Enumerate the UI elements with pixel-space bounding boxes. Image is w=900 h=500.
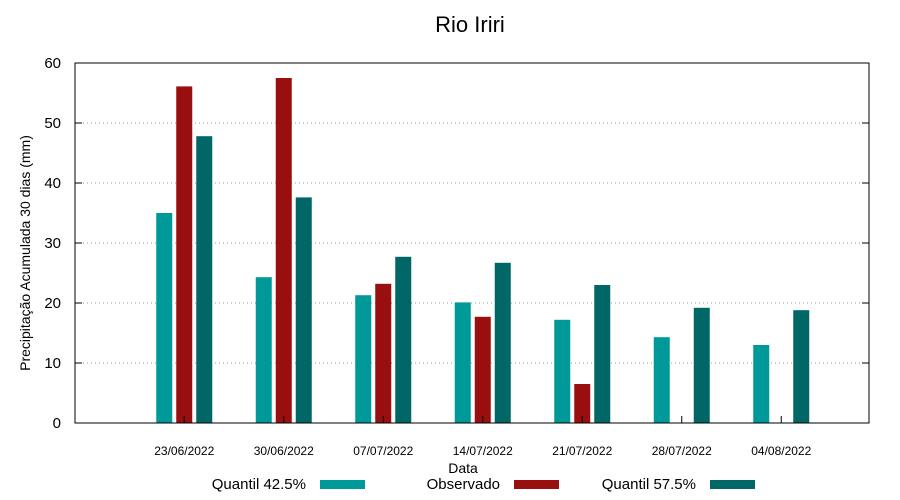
bar-quantil-57-5--3 (494, 262, 511, 423)
x-tick-label: 28/07/2022 (652, 444, 712, 458)
bar-quantil-42-5--5 (653, 337, 670, 423)
bar-quantil-57-5--1 (295, 197, 312, 423)
y-axis-label: Precipitação Acumulada 30 dias (mm) (17, 135, 33, 371)
bar-quantil-57-5--2 (395, 256, 412, 423)
x-axis-label: Data (448, 460, 478, 476)
y-tick-label: 10 (44, 355, 61, 372)
x-tick-label: 21/07/2022 (552, 444, 612, 458)
y-tick-label: 0 (53, 415, 61, 432)
legend-swatch (710, 480, 755, 489)
x-tick-label: 14/07/2022 (453, 444, 513, 458)
bar-quantil-42-5--2 (355, 295, 372, 423)
y-tick-label: 30 (44, 235, 61, 252)
bar-observado-0 (176, 86, 193, 424)
x-tick-label: 07/07/2022 (353, 444, 413, 458)
bar-quantil-42-5--4 (554, 319, 571, 423)
y-axis: 0 10 20 30 40 50 60 (44, 55, 869, 432)
x-tick-label: 30/06/2022 (254, 444, 314, 458)
legend-label: Quantil 57.5% (602, 476, 696, 493)
bar-observado-3 (474, 316, 491, 423)
bar-quantil-57-5--4 (594, 285, 611, 423)
bar-quantil-42-5--3 (454, 302, 471, 423)
bar-quantil-42-5--1 (255, 277, 272, 423)
grid-lines (75, 122, 869, 364)
y-tick-label: 40 (44, 175, 61, 192)
bar-quantil-57-5--0 (196, 136, 213, 423)
legend: Quantil 42.5% Observado Quantil 57.5% (212, 476, 755, 493)
legend-swatch (514, 480, 559, 489)
bar-observado-1 (275, 78, 292, 423)
chart-title: Rio Iriri (435, 12, 505, 37)
bar-quantil-57-5--6 (793, 310, 810, 423)
bar-observado-4 (574, 384, 591, 423)
y-tick-label: 50 (44, 115, 61, 132)
y-tick-label: 60 (44, 55, 61, 72)
legend-swatch (320, 480, 365, 489)
bar-quantil-42-5--0 (156, 213, 173, 423)
legend-label: Quantil 42.5% (212, 476, 306, 493)
x-axis: 23/06/2022 30/06/2022 07/07/2022 14/07/2022… (154, 416, 812, 458)
bar-quantil-42-5--6 (753, 345, 770, 423)
legend-label: Observado (427, 476, 500, 493)
plot-frame (74, 62, 870, 424)
x-tick-label: 04/08/2022 (751, 444, 811, 458)
bar-observado-2 (375, 283, 392, 423)
x-tick-label: 23/06/2022 (154, 444, 214, 458)
bar-quantil-57-5--5 (693, 307, 710, 423)
bars (156, 78, 810, 424)
y-tick-label: 20 (44, 295, 61, 312)
